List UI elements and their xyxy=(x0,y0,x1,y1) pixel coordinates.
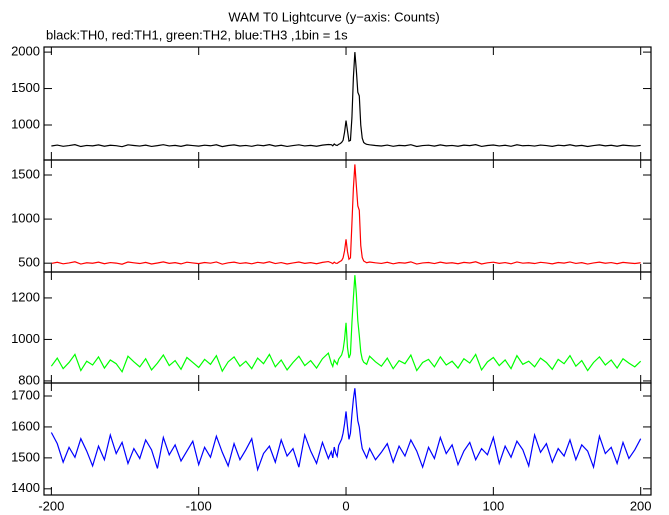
y-tick-label: 1600 xyxy=(11,418,40,433)
panel-frame xyxy=(43,159,652,273)
y-tick-label: 1700 xyxy=(11,387,40,402)
light-curve xyxy=(51,164,641,265)
light-curve xyxy=(50,388,642,472)
y-tick-label: 2000 xyxy=(11,44,40,59)
y-tick-label: 1500 xyxy=(11,449,40,464)
x-tick-label: 200 xyxy=(630,498,652,513)
light-curve xyxy=(51,52,641,148)
y-tick-label: 1500 xyxy=(11,166,40,181)
y-tick-label: 1000 xyxy=(11,116,40,131)
x-tick-label: -200 xyxy=(38,498,64,513)
y-tick-label: 500 xyxy=(18,255,40,270)
panel-frame xyxy=(43,382,652,496)
chart-title: WAM T0 Lightcurve (y−axis: Counts) xyxy=(228,9,439,24)
y-tick-label: 1500 xyxy=(11,80,40,95)
y-tick-label: 1400 xyxy=(11,480,40,495)
panel: 1400 1500 1600 1700 -200 -100 0 100 200 xyxy=(11,382,652,513)
x-tick-label: -100 xyxy=(186,498,212,513)
panel: 1000 1500 2000 xyxy=(11,44,652,161)
panel-frame xyxy=(43,46,652,161)
panel: 500 1000 1500 xyxy=(11,159,652,273)
x-tick-label: 100 xyxy=(483,498,505,513)
y-tick-label: 1000 xyxy=(11,211,40,226)
chart-subtitle: black:TH0, red:TH1, green:TH2, blue:TH3 … xyxy=(46,27,348,42)
light-curve xyxy=(50,275,642,374)
y-tick-label: 800 xyxy=(18,372,40,387)
y-tick-label: 1200 xyxy=(11,289,40,304)
panel-frame xyxy=(43,271,652,384)
panel: 800 1000 1200 xyxy=(11,271,652,387)
y-tick-label: 1000 xyxy=(11,331,40,346)
x-tick-label: 0 xyxy=(342,498,349,513)
